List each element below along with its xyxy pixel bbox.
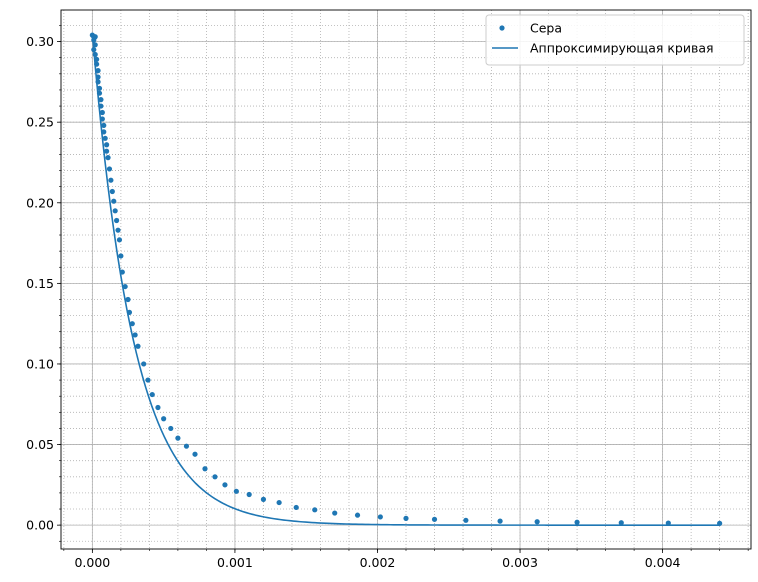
grid xyxy=(61,10,751,549)
data-point xyxy=(665,520,671,526)
data-point xyxy=(98,97,104,103)
data-point xyxy=(135,343,141,349)
y-tick-label: 0.15 xyxy=(26,276,54,291)
data-point xyxy=(91,37,97,43)
data-point xyxy=(155,404,161,411)
x-tick-label: 0.003 xyxy=(502,555,538,570)
data-point xyxy=(101,122,107,129)
data-point xyxy=(98,103,104,109)
x-tick-label: 0.004 xyxy=(645,555,681,570)
data-point xyxy=(99,116,105,122)
legend-marker-scatter xyxy=(499,25,505,31)
data-point xyxy=(717,520,723,526)
data-point xyxy=(122,283,128,290)
data-point xyxy=(149,391,155,398)
data-point xyxy=(118,253,124,259)
data-point xyxy=(104,148,110,154)
data-point xyxy=(119,269,125,275)
legend-box xyxy=(485,14,745,66)
data-point xyxy=(95,68,101,74)
data-point xyxy=(202,466,208,472)
data-point xyxy=(92,51,98,58)
data-point xyxy=(94,61,100,67)
data-point xyxy=(175,435,181,441)
data-point xyxy=(212,474,218,480)
y-tick-label: 0.10 xyxy=(26,356,54,371)
data-point xyxy=(106,166,113,172)
data-point xyxy=(111,198,117,204)
y-tick-label: 0.20 xyxy=(26,195,54,210)
legend-label: Сера xyxy=(530,21,562,36)
data-point xyxy=(168,425,174,432)
data-point xyxy=(129,321,135,327)
legend-label: Аппроксимирующая кривая xyxy=(530,41,714,56)
data-point xyxy=(132,332,138,338)
x-tick-label: 0.000 xyxy=(74,555,110,570)
fit-curve xyxy=(91,33,720,526)
y-tick-label: 0.30 xyxy=(26,34,54,49)
y-tick-label: 0.00 xyxy=(26,518,54,533)
data-point xyxy=(293,504,299,511)
data-point xyxy=(276,499,282,506)
data-point xyxy=(116,237,123,243)
data-point xyxy=(126,309,133,315)
data-point xyxy=(95,79,101,85)
plot-area xyxy=(89,32,723,526)
y-tick-label: 0.05 xyxy=(26,437,54,452)
data-point xyxy=(102,135,108,141)
data-point xyxy=(91,47,97,53)
data-point xyxy=(574,519,580,525)
data-point xyxy=(534,519,540,525)
x-tick-label: 0.002 xyxy=(360,555,396,570)
data-point xyxy=(332,510,338,516)
data-point xyxy=(618,520,624,526)
data-point xyxy=(312,507,318,513)
data-point xyxy=(377,514,383,520)
data-point xyxy=(354,512,361,518)
data-point xyxy=(183,443,190,449)
data-point xyxy=(233,488,239,494)
data-point xyxy=(96,90,103,96)
data-point xyxy=(192,451,198,457)
x-tick-label: 0.001 xyxy=(217,555,253,570)
axes: 0.000 0.001 0.002 0.003 0.004 0.00 0.05 0.10 0.1… xyxy=(26,9,752,570)
data-point xyxy=(99,109,105,116)
data-point xyxy=(92,42,98,48)
data-point xyxy=(161,416,167,422)
data-point xyxy=(141,361,147,367)
legend: Сера Аппроксимирующая кривая xyxy=(485,14,745,66)
data-point xyxy=(260,496,267,502)
data-point xyxy=(145,377,151,383)
data-point xyxy=(497,518,503,524)
y-tick-label: 0.25 xyxy=(26,115,54,130)
data-point xyxy=(101,129,107,135)
data-point xyxy=(246,491,252,498)
data-point xyxy=(109,188,115,195)
data-point xyxy=(112,208,118,214)
data-point xyxy=(104,142,110,148)
data-point xyxy=(125,296,131,303)
data-point xyxy=(222,482,228,488)
data-point xyxy=(431,516,438,522)
data-point xyxy=(115,227,121,233)
data-point xyxy=(463,517,469,523)
data-point xyxy=(108,177,114,183)
data-point xyxy=(113,217,120,224)
data-point xyxy=(94,56,100,62)
data-point xyxy=(105,155,111,161)
axes-frame xyxy=(60,9,752,550)
data-point xyxy=(403,515,409,521)
data-point xyxy=(95,74,101,80)
data-point xyxy=(96,85,103,91)
